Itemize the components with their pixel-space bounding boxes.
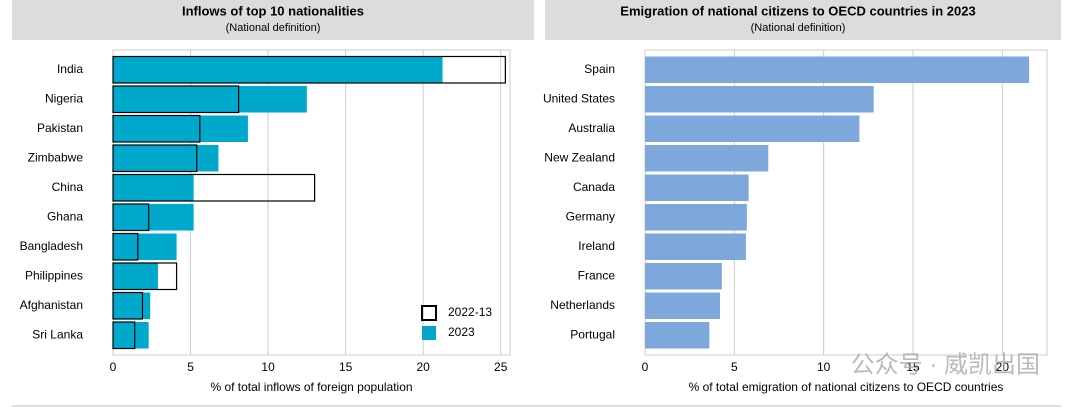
bar: [113, 174, 194, 201]
bar: [645, 115, 860, 142]
x-axis-label: % of total inflows of foreign population: [210, 380, 412, 394]
title-band: [12, 0, 534, 40]
y-tick-label: Canada: [573, 180, 615, 194]
bar: [113, 233, 177, 260]
y-tick-label: Netherlands: [550, 298, 615, 312]
y-tick-label: Bangladesh: [20, 239, 83, 253]
legend-swatch: [421, 305, 437, 321]
y-tick-label: Philippines: [25, 268, 83, 282]
y-tick-label: Ghana: [47, 209, 83, 223]
x-tick-label: 15: [339, 360, 353, 374]
watermark: 公众号 · 威凯出国: [851, 351, 1040, 378]
bar: [112, 114, 201, 143]
y-tick-label: Zimbabwe: [28, 150, 84, 164]
bar: [112, 262, 178, 291]
x-tick-label: 10: [817, 360, 831, 374]
y-tick-label: Spain: [584, 62, 615, 76]
y-tick-label: New Zealand: [544, 150, 615, 164]
bar: [645, 263, 722, 290]
x-tick-label: 15: [906, 360, 920, 374]
bar: [113, 115, 248, 142]
bar: [113, 86, 307, 113]
bar: [113, 204, 194, 231]
bar: [645, 174, 749, 201]
bar: [112, 85, 240, 114]
bar: [113, 292, 151, 319]
bar: [112, 232, 139, 261]
chart-subtitle: (National definition): [751, 22, 846, 34]
x-tick-label: 25: [494, 360, 508, 374]
bar: [112, 173, 316, 202]
bar: [113, 145, 219, 172]
bar: [645, 86, 874, 113]
x-tick-label: 0: [110, 360, 117, 374]
x-tick-label: 20: [416, 360, 430, 374]
legend-label: 2023: [448, 325, 475, 339]
y-tick-label: Pakistan: [37, 121, 83, 135]
bar: [112, 291, 144, 320]
y-tick-label: Afghanistan: [20, 298, 83, 312]
x-axis-label: % of total emigration of national citize…: [689, 380, 1004, 394]
bar: [645, 145, 769, 172]
y-tick-label: China: [52, 180, 84, 194]
bar: [113, 322, 149, 349]
bar: [112, 203, 150, 232]
bar: [112, 144, 198, 173]
chart-title: Inflows of top 10 nationalities: [182, 3, 364, 18]
y-tick-label: Ireland: [578, 239, 615, 253]
y-tick-label: India: [57, 62, 83, 76]
x-tick-label: 5: [187, 360, 194, 374]
x-tick-label: 0: [642, 360, 649, 374]
bar: [112, 321, 136, 350]
x-tick-label: 5: [731, 360, 738, 374]
y-tick-label: Nigeria: [45, 91, 83, 105]
bar: [645, 204, 747, 231]
bar: [645, 292, 721, 319]
y-tick-label: Portugal: [570, 327, 615, 341]
bar: [645, 233, 746, 260]
y-tick-label: United States: [543, 91, 615, 105]
legend-swatch: [422, 326, 436, 340]
y-tick-label: France: [578, 268, 616, 282]
chart-subtitle: (National definition): [226, 22, 321, 34]
bar: [113, 263, 158, 290]
y-tick-label: Sri Lanka: [32, 327, 83, 341]
legend-label: 2022-13: [448, 305, 492, 319]
x-tick-label: 10: [261, 360, 275, 374]
bar: [645, 56, 1030, 83]
chart-title: Emigration of national citizens to OECD …: [620, 3, 975, 18]
bar: [112, 55, 506, 84]
title-band: [545, 0, 1061, 40]
bar: [113, 56, 443, 83]
bar: [645, 322, 710, 349]
y-tick-label: Australia: [568, 121, 615, 135]
y-tick-label: Germany: [566, 209, 615, 223]
x-tick-label: 20: [996, 360, 1010, 374]
